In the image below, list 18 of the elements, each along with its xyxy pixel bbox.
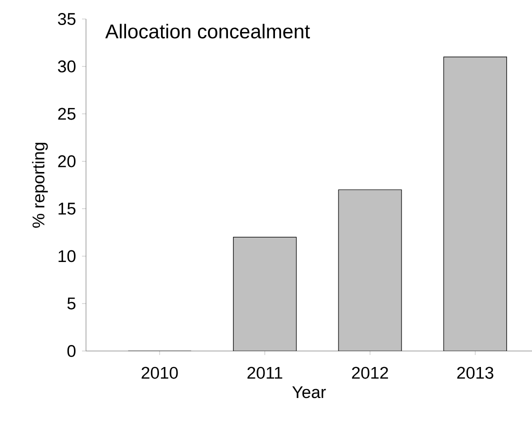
y-tick-label: 15 [58, 202, 76, 215]
y-tick-label: 20 [58, 155, 76, 168]
x-axis-title: Year [292, 386, 326, 398]
x-tick-label: 2012 [352, 366, 388, 379]
bar [233, 236, 297, 351]
x-tick-label: 2013 [457, 366, 494, 379]
bar [338, 189, 402, 351]
chart-title: Allocation concealment [105, 24, 310, 38]
y-tick-label: 30 [58, 60, 76, 72]
y-tick-label: 5 [67, 298, 76, 310]
y-tick-label: 10 [58, 250, 76, 262]
y-tick-label: 0 [67, 345, 76, 357]
y-tick-label: 35 [58, 13, 76, 25]
y-tick-label: 25 [58, 108, 76, 120]
bar [443, 56, 508, 351]
x-tick-label: 2011 [247, 366, 282, 379]
x-tick-label: 2010 [142, 366, 178, 379]
y-axis-title: % reporting [32, 142, 48, 228]
